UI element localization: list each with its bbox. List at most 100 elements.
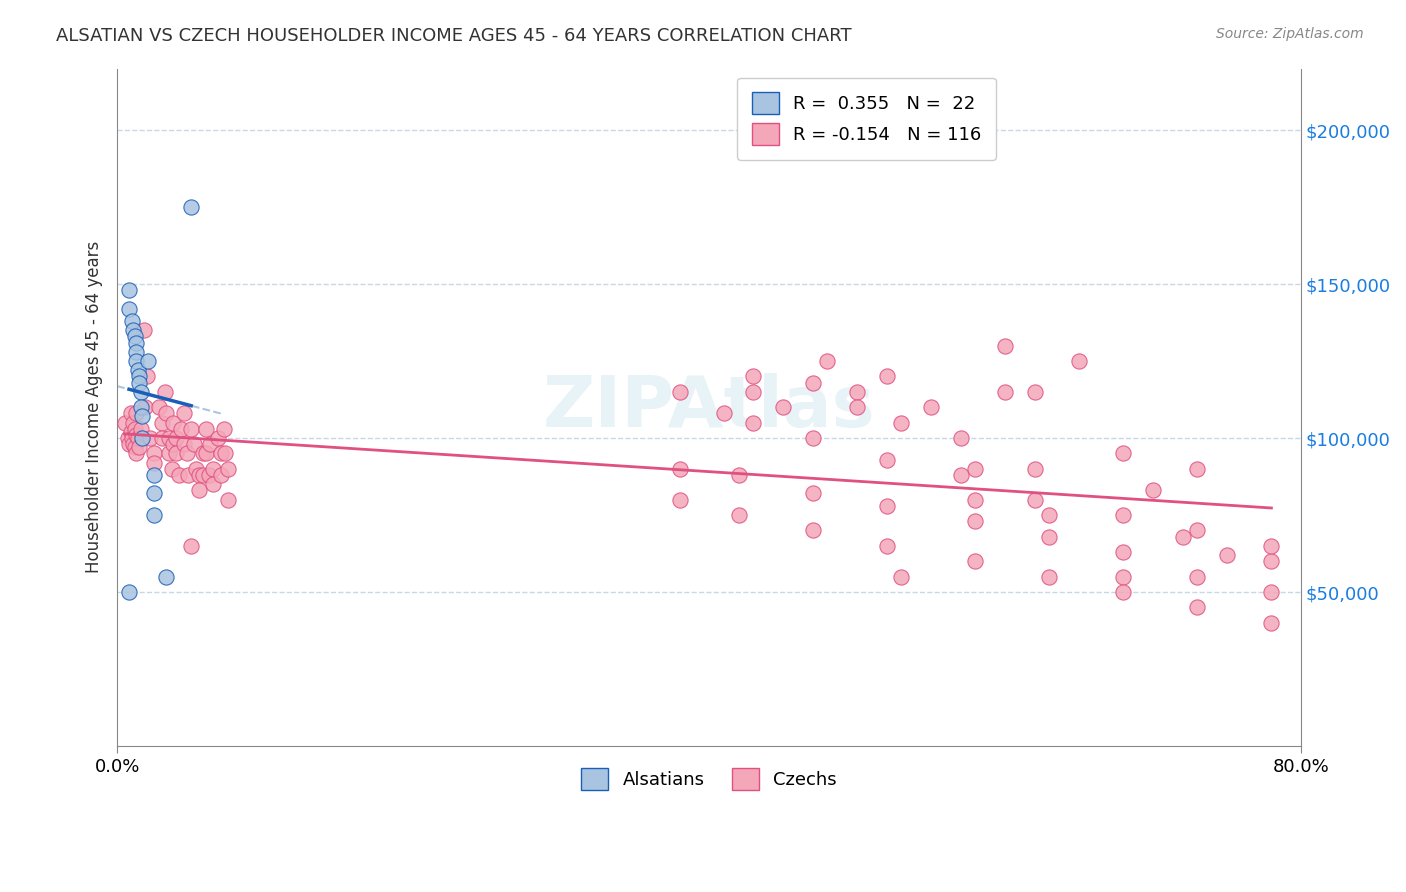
Point: [169, 468, 191, 483]
Text: ALSATIAN VS CZECH HOUSEHOLDER INCOME AGES 45 - 64 YEARS CORRELATION CHART: ALSATIAN VS CZECH HOUSEHOLDER INCOME AGE…: [56, 27, 852, 45]
Point: [1187, 600, 1209, 615]
Point: [949, 468, 972, 483]
Point: [114, 416, 136, 430]
Point: [1260, 615, 1282, 630]
Point: [117, 431, 139, 445]
Point: [187, 468, 209, 483]
Point: [1112, 569, 1135, 583]
Point: [1216, 548, 1239, 562]
Point: [165, 446, 187, 460]
Point: [124, 440, 146, 454]
Point: [143, 446, 166, 460]
Point: [801, 431, 824, 445]
Point: [165, 431, 187, 445]
Point: [1112, 446, 1135, 460]
Point: [143, 468, 166, 483]
Point: [187, 483, 209, 498]
Point: [120, 406, 142, 420]
Point: [801, 376, 824, 390]
Point: [876, 539, 898, 553]
Point: [191, 446, 214, 460]
Y-axis label: Householder Income Ages 45 - 64 years: Householder Income Ages 45 - 64 years: [86, 241, 103, 574]
Point: [143, 456, 166, 470]
Point: [118, 437, 141, 451]
Point: [1187, 569, 1209, 583]
Point: [150, 416, 173, 430]
Point: [162, 416, 184, 430]
Point: [727, 468, 749, 483]
Point: [801, 486, 824, 500]
Point: [214, 446, 236, 460]
Point: [217, 492, 239, 507]
Point: [128, 440, 150, 454]
Point: [125, 428, 148, 442]
Point: [157, 446, 180, 460]
Text: Source: ZipAtlas.com: Source: ZipAtlas.com: [1216, 27, 1364, 41]
Point: [1260, 585, 1282, 599]
Point: [125, 344, 148, 359]
Point: [217, 462, 239, 476]
Point: [153, 384, 176, 399]
Point: [129, 401, 152, 415]
Point: [965, 554, 987, 568]
Point: [131, 409, 153, 424]
Point: [727, 508, 749, 522]
Point: [1142, 483, 1164, 498]
Point: [1260, 539, 1282, 553]
Point: [125, 335, 148, 350]
Point: [965, 462, 987, 476]
Point: [122, 416, 145, 430]
Point: [157, 431, 180, 445]
Point: [1260, 554, 1282, 568]
Point: [994, 384, 1017, 399]
Point: [120, 425, 142, 439]
Point: [162, 437, 184, 451]
Point: [122, 437, 145, 451]
Point: [129, 422, 152, 436]
Point: [209, 468, 232, 483]
Point: [136, 354, 159, 368]
Point: [1038, 569, 1060, 583]
Point: [668, 462, 690, 476]
Legend: Alsatians, Czechs: Alsatians, Czechs: [567, 754, 852, 805]
Point: [134, 401, 156, 415]
Point: [173, 406, 195, 420]
Point: [198, 468, 221, 483]
Point: [121, 431, 143, 445]
Point: [121, 314, 143, 328]
Point: [890, 416, 912, 430]
Point: [1112, 545, 1135, 559]
Point: [194, 446, 217, 460]
Point: [212, 422, 235, 436]
Point: [180, 539, 202, 553]
Point: [194, 422, 217, 436]
Point: [1024, 492, 1046, 507]
Point: [170, 422, 193, 436]
Point: [846, 401, 869, 415]
Point: [139, 431, 162, 445]
Point: [125, 406, 148, 420]
Point: [209, 446, 232, 460]
Point: [801, 524, 824, 538]
Point: [668, 384, 690, 399]
Point: [124, 422, 146, 436]
Point: [177, 468, 200, 483]
Point: [1024, 384, 1046, 399]
Point: [143, 486, 166, 500]
Point: [742, 416, 765, 430]
Point: [817, 354, 839, 368]
Point: [160, 462, 183, 476]
Point: [772, 401, 794, 415]
Point: [124, 329, 146, 343]
Point: [143, 508, 166, 522]
Point: [155, 406, 177, 420]
Point: [742, 369, 765, 384]
Point: [202, 477, 225, 491]
Point: [846, 384, 869, 399]
Point: [1187, 462, 1209, 476]
Point: [118, 585, 141, 599]
Point: [128, 369, 150, 384]
Point: [965, 492, 987, 507]
Point: [1171, 530, 1194, 544]
Point: [176, 446, 198, 460]
